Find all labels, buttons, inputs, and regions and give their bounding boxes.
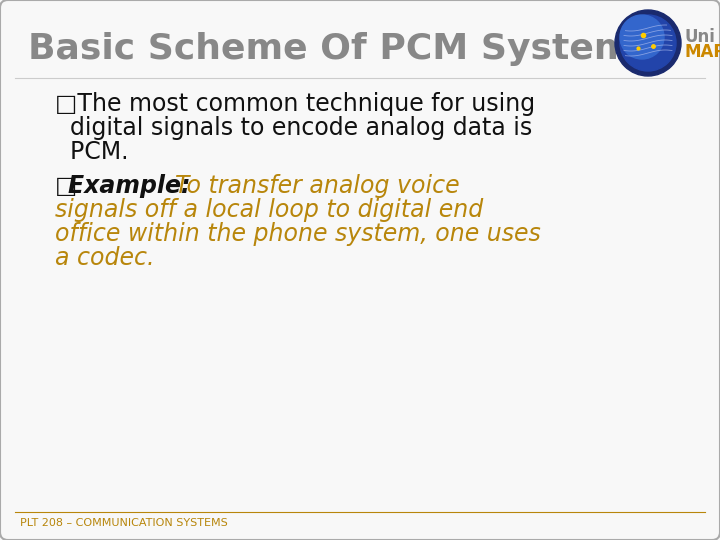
Circle shape <box>620 15 676 71</box>
Text: digital signals to encode analog data is: digital signals to encode analog data is <box>55 116 532 140</box>
Text: To transfer analog voice: To transfer analog voice <box>175 174 459 198</box>
Text: signals off a local loop to digital end: signals off a local loop to digital end <box>55 198 483 222</box>
Text: Uni: Uni <box>685 28 716 46</box>
Text: MAP: MAP <box>685 43 720 61</box>
Circle shape <box>620 15 664 59</box>
Text: Basic Scheme Of PCM System: Basic Scheme Of PCM System <box>28 32 631 66</box>
Text: PCM.: PCM. <box>55 140 128 164</box>
Text: office within the phone system, one uses: office within the phone system, one uses <box>55 222 541 246</box>
Text: Example:: Example: <box>68 174 199 198</box>
Text: □: □ <box>55 174 77 198</box>
Text: PLT 208 – COMMUNICATION SYSTEMS: PLT 208 – COMMUNICATION SYSTEMS <box>20 518 228 528</box>
Circle shape <box>615 10 681 76</box>
Text: a codec.: a codec. <box>55 246 155 270</box>
Text: □The most common technique for using: □The most common technique for using <box>55 92 535 116</box>
